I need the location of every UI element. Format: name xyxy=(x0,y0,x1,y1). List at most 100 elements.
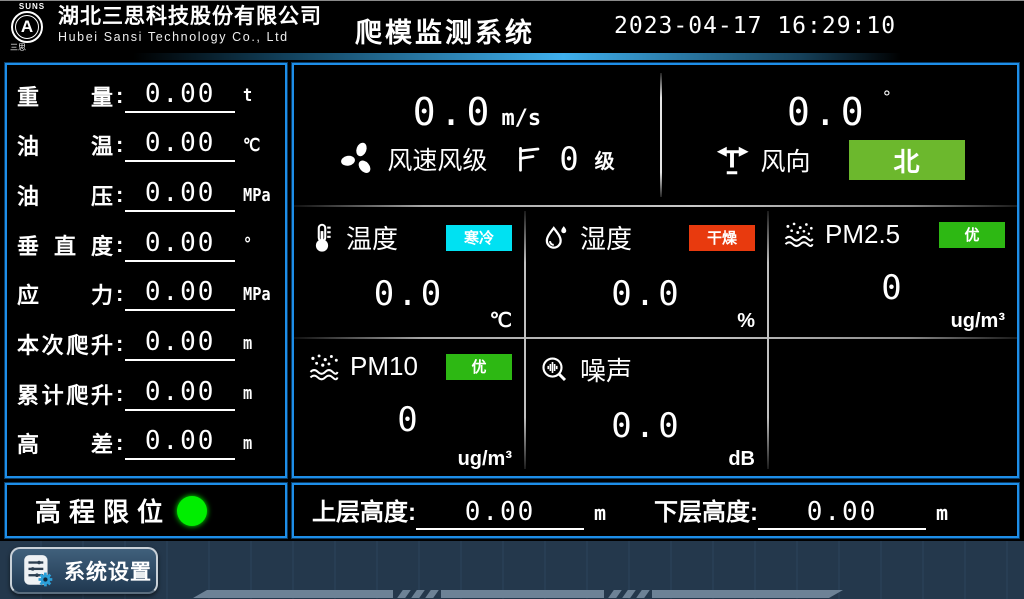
row-unit: m xyxy=(243,333,253,355)
sensor-unit: ug/m³ xyxy=(950,310,1005,332)
wind-direction-label: 风向 xyxy=(760,148,811,176)
taskbar-stripe-slash xyxy=(622,590,636,598)
layer-heights-box: 上层高度: 0.00 m 下层高度: 0.00 m xyxy=(292,483,1019,538)
taskbar-stripe-slash xyxy=(411,590,425,598)
company-name-en: Hubei Sansi Technology Co., Ltd xyxy=(58,30,289,44)
sensor-value: 0.0 xyxy=(373,274,445,314)
sensor-cell-pm25: PM2.5 优 0 ug/m³ xyxy=(769,207,1017,337)
row-current-climb: 本次爬升: 0.00 m xyxy=(17,319,275,369)
taskbar-stripe-slash xyxy=(397,590,411,598)
logo-circle-icon: A xyxy=(11,11,43,43)
status-badge: 优 xyxy=(939,221,1005,248)
logo-suns-text: SUNS xyxy=(18,2,46,11)
elevation-limit-indicator xyxy=(177,495,208,526)
sensor-name: 噪声 xyxy=(580,356,633,386)
row-unit: ° xyxy=(243,234,253,256)
row-value: 0.00 xyxy=(125,79,235,113)
wind-direction-section: 0.0 ° 风向 北 xyxy=(662,65,1017,203)
status-badge: 优 xyxy=(446,353,512,380)
company-name: 湖北三思科技股份有限公司 Hubei Sansi Technology Co.,… xyxy=(58,4,322,46)
wind-level-value: 0 xyxy=(559,140,579,178)
status-badge: 干燥 xyxy=(689,224,755,251)
sensor-cell-noise: 噪声 0.0 dB xyxy=(526,339,767,475)
lower-height-unit: m xyxy=(936,500,949,525)
row-label: 重量 xyxy=(17,84,113,110)
taskbar-stripe xyxy=(441,590,604,598)
wind-level-unit: 级 xyxy=(594,150,615,173)
row-weight: 重量: 0.00 t xyxy=(17,71,275,121)
row-value: 0.00 xyxy=(125,377,235,411)
header-divider-glow xyxy=(0,53,1024,60)
sensor-cell-pm10: PM10 优 0 ug/m³ xyxy=(294,339,524,475)
sensor-name: PM10 xyxy=(350,351,418,381)
system-settings-button[interactable]: 系统设置 xyxy=(10,547,158,594)
humidity-drop-icon xyxy=(540,223,570,253)
wind-direction-button[interactable]: 北 xyxy=(848,140,965,180)
grid-line-top xyxy=(294,205,1017,207)
wind-speed-section: 0.0 m/s 风速风级 xyxy=(294,65,660,203)
fan-icon xyxy=(339,140,377,178)
page-title: 爬模监测系统 xyxy=(355,18,535,48)
pm25-particles-icon xyxy=(783,220,815,250)
taskbar-stripe xyxy=(652,590,843,598)
sensor-value: 0 xyxy=(881,268,905,308)
row-unit: MPa xyxy=(243,283,271,305)
row-unit: m xyxy=(243,383,253,405)
row-label: 高差 xyxy=(17,432,113,458)
row-label: 油压 xyxy=(17,184,113,210)
upper-height-label: 上层高度: xyxy=(312,498,416,526)
sensor-value: 0.0 xyxy=(611,274,682,314)
row-unit: t xyxy=(243,85,253,107)
wind-speed-value: 0.0 m/s xyxy=(412,90,542,134)
taskbar: 系统设置 xyxy=(0,541,1024,599)
wind-speed-label: 风速风级 xyxy=(387,147,488,175)
taskbar-stripe xyxy=(193,590,393,598)
measurement-panel: 重量: 0.00 t 油温: 0.00 ℃ 油压: 0.00 MPa 垂直度: … xyxy=(5,63,287,478)
row-value: 0.00 xyxy=(125,128,235,163)
row-label: 本次爬升 xyxy=(17,332,113,358)
system-settings-label: 系统设置 xyxy=(64,560,152,584)
row-value: 0.00 xyxy=(125,327,235,361)
wind-section-divider xyxy=(660,73,662,197)
taskbar-stripe-slash xyxy=(636,590,650,598)
datetime-display: 2023-04-17 16:29:10 xyxy=(614,13,897,39)
sensor-name: 湿度 xyxy=(580,224,633,254)
elevation-limit-label: 高程限位 xyxy=(35,497,172,527)
row-value: 0.00 xyxy=(125,277,235,312)
lower-height-value: 0.00 xyxy=(758,497,927,530)
row-unit: MPa xyxy=(243,184,271,206)
sensor-unit: ug/m³ xyxy=(457,448,512,470)
row-height-diff: 高差: 0.00 m xyxy=(17,418,275,468)
row-stress: 应力: 0.00 MPa xyxy=(17,270,275,320)
wind-speed-unit: m/s xyxy=(501,106,542,131)
header: SUNS A 三思 湖北三思科技股份有限公司 Hubei Sansi Techn… xyxy=(0,1,1024,52)
sensor-unit: ℃ xyxy=(489,310,512,332)
row-oil-temp: 油温: 0.00 ℃ xyxy=(17,121,275,171)
lower-height-group: 下层高度: 0.00 m xyxy=(654,492,948,530)
sensor-value: 0 xyxy=(397,400,421,440)
row-label: 应力 xyxy=(17,283,113,309)
sensor-cell-humidity: 湿度 干燥 0.0 % xyxy=(526,207,767,337)
elevation-limit-box: 高程限位 xyxy=(5,483,287,538)
sensor-unit: % xyxy=(737,310,755,332)
company-logo: SUNS A 三思 xyxy=(8,2,56,52)
row-label: 垂直度 xyxy=(17,233,113,259)
row-label: 累计爬升 xyxy=(17,382,113,408)
wind-level-flag-icon xyxy=(513,144,543,174)
grid-line-v1 xyxy=(524,211,526,469)
upper-height-value: 0.00 xyxy=(416,497,584,530)
taskbar-stripe-slash xyxy=(608,590,622,598)
sensor-value: 0.0 xyxy=(611,406,682,446)
upper-height-unit: m xyxy=(594,500,607,525)
taskbar-stripe-slash xyxy=(425,590,439,598)
wind-direction-value: 0.0 ° xyxy=(787,88,892,134)
sensor-cell-empty xyxy=(769,339,1017,475)
sensor-name: 温度 xyxy=(346,224,399,254)
degree-symbol: ° xyxy=(881,88,892,108)
company-name-cn: 湖北三思科技股份有限公司 xyxy=(58,5,322,28)
row-value: 0.00 xyxy=(125,178,235,213)
wind-vane-icon xyxy=(714,142,750,178)
lower-height-label: 下层高度: xyxy=(654,498,759,526)
sensor-name: PM2.5 xyxy=(825,219,901,249)
